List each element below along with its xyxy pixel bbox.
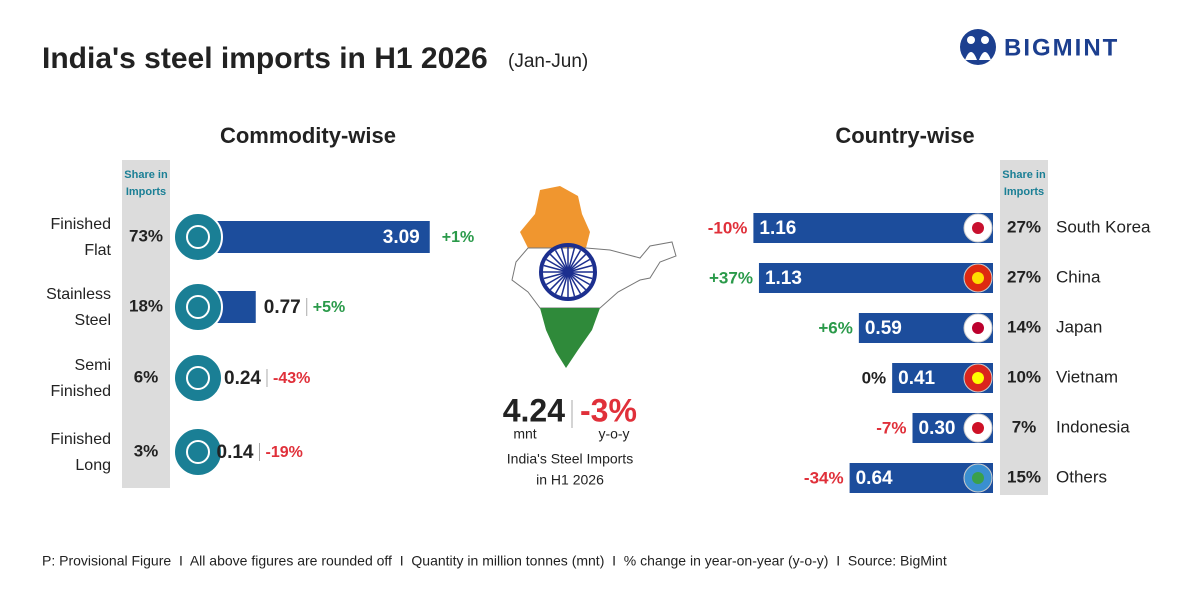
icon-detail (186, 225, 210, 249)
category-label: Vietnam (1056, 367, 1118, 386)
change-label: +1% (442, 229, 474, 246)
value-label: 1.16 (759, 218, 796, 239)
flag-detail (972, 322, 984, 334)
icon (173, 353, 223, 403)
caption: in H1 2026 (536, 472, 604, 488)
share-column (122, 160, 170, 488)
chart-title: Commodity-wise (220, 123, 396, 148)
value-label: 0.24 (224, 368, 261, 389)
share-label: 15% (1007, 467, 1041, 486)
icon-detail (186, 440, 210, 464)
flag-detail (972, 222, 984, 234)
category-label: Finished (51, 383, 111, 400)
category-label: Flat (84, 242, 111, 259)
category-label: Indonesia (1056, 417, 1130, 436)
change-label: -34% (804, 468, 844, 487)
title: India's steel imports in H1 2026 (42, 42, 488, 75)
india-map (511, 186, 677, 368)
category-label: Japan (1056, 317, 1102, 336)
chart-title: Country-wise (835, 123, 974, 148)
share-label: 14% (1007, 317, 1041, 336)
subtitle: (Jan-Jun) (508, 51, 588, 72)
category-label: Stainless (46, 286, 111, 303)
logo-text: BIGMINT (1004, 34, 1119, 61)
flag-detail (972, 472, 984, 484)
value-label: 1.13 (765, 268, 802, 289)
category-label: Semi (75, 357, 111, 374)
category-label: Finished (51, 216, 111, 233)
icon (173, 427, 223, 477)
category-label: China (1056, 267, 1101, 286)
value-label: 3.09 (383, 227, 420, 248)
value-label: 0.14 (217, 442, 254, 463)
bar (198, 221, 430, 253)
category-label: Steel (75, 312, 111, 329)
category-label: Others (1056, 467, 1107, 486)
change-label: +37% (709, 268, 753, 287)
share-label: 3% (134, 441, 159, 460)
change-label: 0% (862, 368, 887, 387)
share-label: 10% (1007, 367, 1041, 386)
change-label: +5% (313, 299, 345, 316)
category-label: South Korea (1056, 217, 1151, 236)
change-label: -10% (708, 218, 748, 237)
share-label: 73% (129, 226, 163, 245)
bar (758, 263, 993, 293)
caption: India's Steel Imports (507, 451, 633, 467)
value-label: 0.30 (919, 418, 956, 439)
change-label: -43% (273, 370, 310, 387)
icon (173, 212, 223, 262)
value-label: 0.64 (856, 468, 893, 489)
change-label: -19% (265, 444, 302, 461)
change-unit: y-o-y (598, 426, 629, 442)
total-value: 4.24 (503, 392, 565, 428)
value-label: 0.59 (865, 318, 902, 339)
category-label: Long (75, 457, 111, 474)
total-unit: mnt (513, 426, 536, 442)
logo: BIGMINT (960, 29, 1119, 65)
icon-detail (186, 295, 210, 319)
bar (753, 213, 993, 243)
value-label: 0.41 (898, 368, 935, 389)
category-label: Finished (51, 431, 111, 448)
share-label: 27% (1007, 217, 1041, 236)
share-label: 7% (1012, 417, 1037, 436)
flag-detail (972, 422, 984, 434)
change-label: -7% (876, 418, 906, 437)
share-label: 27% (1007, 267, 1041, 286)
flag-detail (972, 272, 984, 284)
share-label: 6% (134, 367, 159, 386)
value-label: 0.77 (264, 297, 301, 318)
share-header: Share in (1002, 169, 1046, 181)
icon (173, 282, 223, 332)
share-column (1000, 160, 1048, 495)
share-header: Imports (1004, 186, 1044, 198)
share-header: Imports (126, 186, 166, 198)
share-label: 18% (129, 296, 163, 315)
flag-detail (972, 372, 984, 384)
total-change: -3% (580, 392, 637, 428)
change-label: +6% (818, 318, 853, 337)
icon-detail (186, 366, 210, 390)
footer: P: Provisional Figure I All above figure… (42, 553, 947, 569)
share-header: Share in (124, 169, 168, 181)
